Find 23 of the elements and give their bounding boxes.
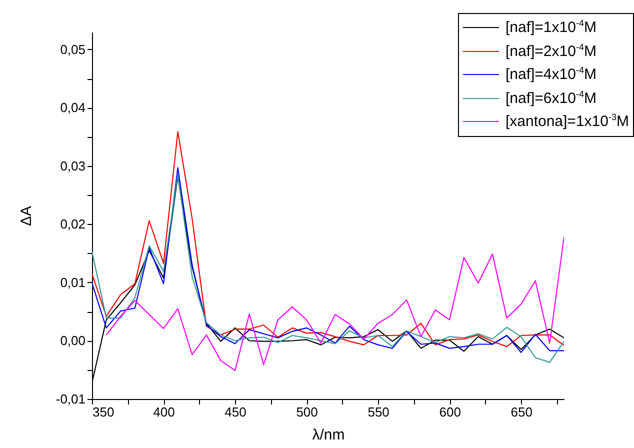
y-tick-label: 0,04: [60, 100, 86, 116]
y-tick-label: -0,01: [56, 392, 86, 406]
y-tick-label: 0,05: [60, 42, 86, 57]
legend-label: [naf]=2x10$^{-4}$M: [505, 40, 596, 62]
x-tick-label: 500: [296, 404, 318, 420]
y-tick-label: 0,02: [60, 216, 86, 232]
line-series: [106, 236, 564, 372]
x-axis-title: λ/nm: [312, 426, 345, 444]
legend-label: [naf]=6x10$^{-4}$M: [505, 88, 596, 108]
y-tick-label: 0,01: [60, 274, 86, 290]
x-tick-label: 350: [92, 404, 114, 420]
y-axis-title: ΔA: [18, 206, 35, 226]
x-tick-label: 650: [510, 404, 532, 420]
x-tick-label: 450: [224, 404, 246, 420]
x-tick-label: 400: [153, 404, 175, 420]
legend-label: [xantona]=1x10$^{-3}$M: [505, 111, 629, 132]
y-tick-label: 0,00: [60, 333, 86, 348]
x-tick-label: 600: [439, 404, 461, 420]
line-series: [92, 131, 564, 348]
legend-label: [naf]=1x10$^{-4}$M: [505, 17, 596, 38]
legend-label: [naf]=4x10$^{-4}$M: [505, 64, 596, 85]
y-tick-label: 0,03: [60, 158, 86, 174]
x-tick-label: 550: [368, 404, 390, 420]
